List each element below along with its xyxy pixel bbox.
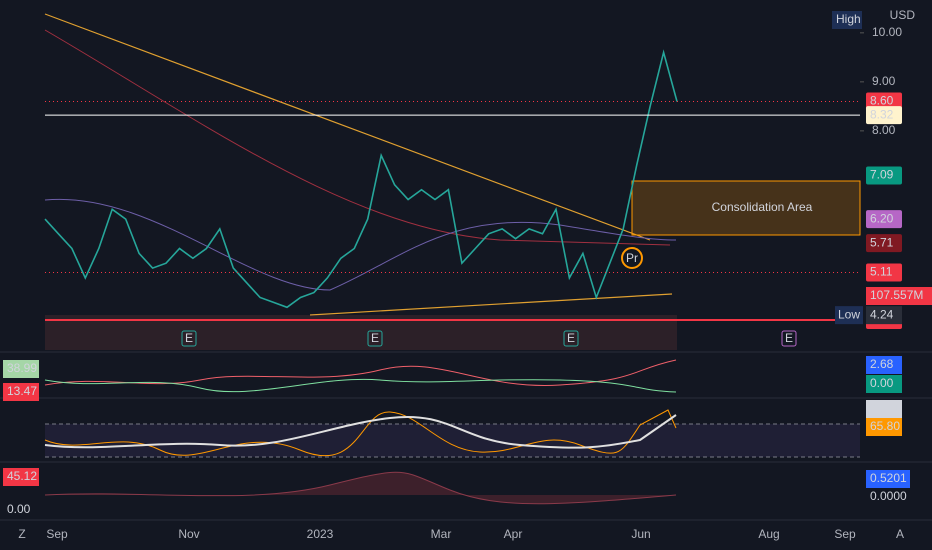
- indicator-label: 76.91: [870, 401, 900, 415]
- high-badge: [832, 11, 862, 29]
- volume-badge: [866, 287, 932, 305]
- price-badge: [866, 106, 902, 125]
- x-label: Apr: [504, 527, 523, 541]
- price-badge: [866, 263, 902, 282]
- annotation: Consolidation Area: [712, 200, 813, 214]
- x-label: Nov: [178, 527, 199, 541]
- indicator-badge: [866, 356, 902, 374]
- trend-line: [309, 293, 673, 316]
- y-tick-label: 8.00: [872, 123, 896, 137]
- indicator-badge: [866, 488, 910, 506]
- indicator-badge: [866, 418, 902, 436]
- indicator-label: 65.80: [870, 419, 900, 433]
- price-badge: [866, 210, 902, 229]
- indicator-label: 0.5201: [870, 471, 907, 485]
- event-icon: [781, 330, 797, 347]
- x-label: Sep: [834, 527, 856, 541]
- price-badge-label: 5.11: [870, 265, 893, 279]
- trend-line: [44, 13, 651, 241]
- macd-line: [44, 359, 677, 386]
- x-label: Sep: [46, 527, 68, 541]
- price-line: [44, 49, 678, 309]
- indicator-badge: [3, 383, 39, 401]
- low-badge: [835, 306, 863, 325]
- indicator-badge: [866, 400, 902, 418]
- price-badge-label: 6.20: [870, 211, 894, 225]
- price-badge-label: 7.09: [870, 168, 894, 182]
- price-pane: [45, 0, 860, 350]
- currency: USD: [890, 8, 916, 22]
- price-badge: [866, 234, 902, 253]
- pr-icon: [621, 247, 643, 269]
- rsi-ma: [44, 414, 677, 449]
- price-badge-label: 8.60: [870, 94, 894, 108]
- indicator-badge: [3, 360, 39, 378]
- y-tick-label: 9.00: [872, 74, 896, 88]
- indicator-badge: [3, 468, 39, 486]
- event-icon: [181, 330, 197, 347]
- osc-area: [44, 471, 677, 505]
- event-icon: [563, 330, 579, 347]
- price-badge-label: 8.32: [870, 107, 894, 121]
- x-label: 2023: [307, 527, 334, 541]
- rsi-band: [45, 424, 860, 457]
- indicator-label: 0.00: [870, 376, 894, 390]
- rsi-line: [44, 409, 677, 457]
- low-value-badge: [866, 306, 902, 325]
- indicator-label: 2.68: [870, 357, 894, 371]
- indicator-badge: [866, 375, 902, 393]
- y-tick-label: 10.00: [872, 25, 902, 39]
- indicator-label: 0.0000: [870, 489, 907, 503]
- corner: A: [896, 527, 904, 541]
- corner: Z: [18, 527, 25, 541]
- price-badge: [866, 166, 902, 185]
- event-label: E: [371, 331, 379, 345]
- x-label: Jun: [631, 527, 650, 541]
- price-badge-label: 5.71: [870, 235, 894, 249]
- indicator-label: 38.99: [7, 361, 37, 375]
- pr-label: Pr: [626, 251, 638, 265]
- consolidation-box: [631, 180, 861, 236]
- ma: [44, 198, 677, 291]
- indicator-label: 13.47: [7, 384, 37, 398]
- volume-label: 107.557M: [870, 288, 923, 302]
- x-label: Mar: [431, 527, 452, 541]
- price-badge: [866, 92, 902, 111]
- event-label: E: [185, 331, 193, 345]
- high-label: High: [836, 12, 861, 26]
- low-label: Low: [838, 307, 860, 321]
- x-label: Aug: [758, 527, 779, 541]
- event-label: E: [785, 331, 793, 345]
- event-label: E: [567, 331, 575, 345]
- indicator-badge: [866, 470, 910, 488]
- indicator-label: 0.00: [7, 502, 31, 516]
- event-icon: [367, 330, 383, 347]
- low-value: 4.24: [870, 307, 894, 321]
- indicator-label: 45.12: [7, 469, 37, 483]
- indicator-badge: [3, 501, 39, 519]
- macd-signal: [44, 378, 677, 393]
- ma: [44, 29, 671, 246]
